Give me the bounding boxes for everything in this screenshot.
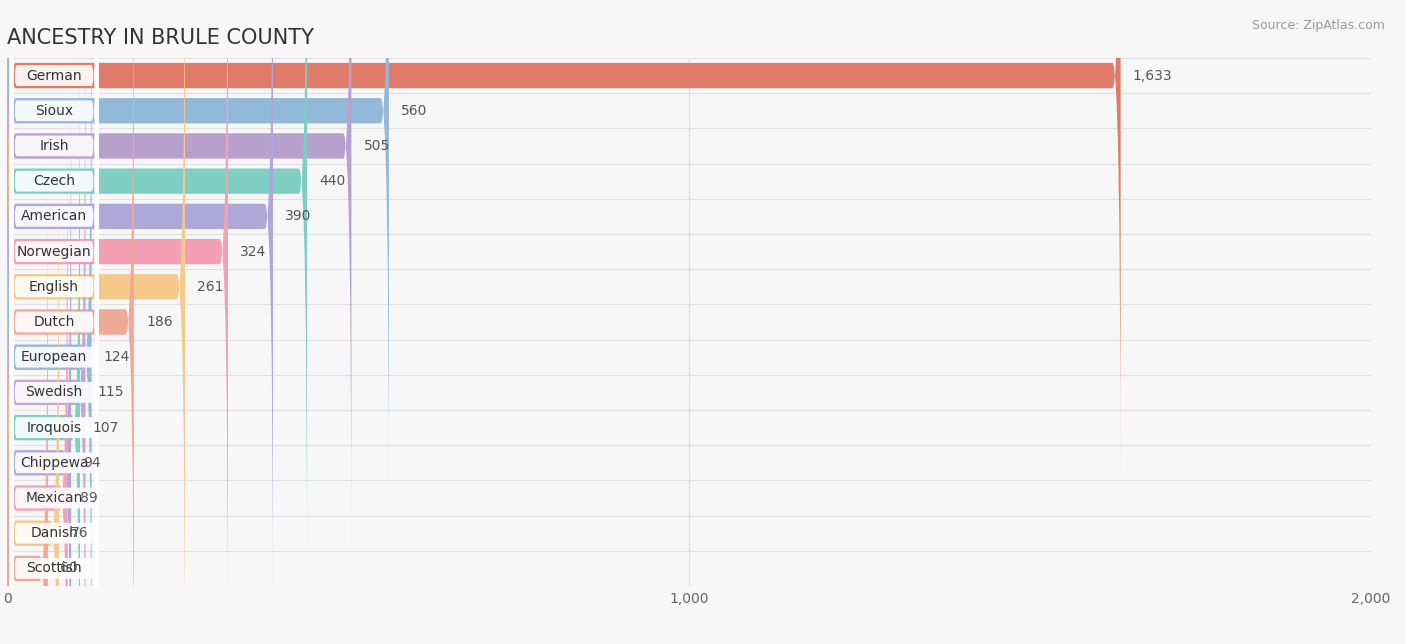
- Text: 390: 390: [285, 209, 312, 223]
- Text: Norwegian: Norwegian: [17, 245, 91, 259]
- FancyBboxPatch shape: [10, 121, 98, 644]
- FancyBboxPatch shape: [7, 0, 1121, 486]
- FancyBboxPatch shape: [10, 227, 98, 644]
- FancyBboxPatch shape: [10, 0, 98, 629]
- FancyBboxPatch shape: [7, 18, 80, 644]
- Text: English: English: [30, 279, 79, 294]
- Text: 76: 76: [72, 526, 89, 540]
- FancyBboxPatch shape: [10, 0, 98, 644]
- Text: American: American: [21, 209, 87, 223]
- Text: German: German: [27, 68, 82, 82]
- Text: 324: 324: [240, 245, 267, 259]
- Text: 115: 115: [98, 385, 124, 399]
- Text: Mexican: Mexican: [25, 491, 83, 505]
- FancyBboxPatch shape: [7, 0, 228, 644]
- Text: 560: 560: [401, 104, 427, 118]
- FancyBboxPatch shape: [7, 0, 389, 520]
- FancyBboxPatch shape: [10, 191, 98, 644]
- FancyBboxPatch shape: [10, 0, 98, 593]
- FancyBboxPatch shape: [10, 156, 98, 644]
- FancyBboxPatch shape: [10, 0, 98, 488]
- Text: 94: 94: [83, 456, 101, 470]
- Text: Iroquois: Iroquois: [27, 421, 82, 435]
- Text: Swedish: Swedish: [25, 385, 83, 399]
- FancyBboxPatch shape: [10, 0, 98, 523]
- FancyBboxPatch shape: [7, 0, 273, 626]
- FancyBboxPatch shape: [10, 51, 98, 644]
- FancyBboxPatch shape: [10, 15, 98, 644]
- Text: Sioux: Sioux: [35, 104, 73, 118]
- Text: 440: 440: [319, 174, 346, 188]
- Text: 124: 124: [104, 350, 131, 365]
- FancyBboxPatch shape: [7, 158, 48, 644]
- Text: Czech: Czech: [34, 174, 75, 188]
- FancyBboxPatch shape: [7, 53, 72, 644]
- FancyBboxPatch shape: [10, 86, 98, 644]
- Text: 89: 89: [80, 491, 98, 505]
- FancyBboxPatch shape: [7, 0, 134, 644]
- Text: European: European: [21, 350, 87, 365]
- FancyBboxPatch shape: [7, 124, 59, 644]
- FancyBboxPatch shape: [10, 0, 98, 417]
- Text: Scottish: Scottish: [27, 562, 82, 576]
- Text: 186: 186: [146, 315, 173, 329]
- Text: Irish: Irish: [39, 139, 69, 153]
- FancyBboxPatch shape: [7, 0, 86, 644]
- FancyBboxPatch shape: [10, 0, 98, 558]
- FancyBboxPatch shape: [7, 88, 67, 644]
- FancyBboxPatch shape: [7, 0, 91, 644]
- FancyBboxPatch shape: [7, 0, 186, 644]
- Text: ANCESTRY IN BRULE COUNTY: ANCESTRY IN BRULE COUNTY: [7, 28, 314, 48]
- Text: 60: 60: [60, 562, 77, 576]
- FancyBboxPatch shape: [7, 0, 307, 591]
- FancyBboxPatch shape: [10, 0, 98, 453]
- Text: Dutch: Dutch: [34, 315, 75, 329]
- Text: Source: ZipAtlas.com: Source: ZipAtlas.com: [1251, 19, 1385, 32]
- Text: 107: 107: [93, 421, 118, 435]
- Text: 1,633: 1,633: [1133, 68, 1173, 82]
- Text: 505: 505: [364, 139, 389, 153]
- FancyBboxPatch shape: [7, 0, 351, 556]
- Text: Danish: Danish: [30, 526, 77, 540]
- Text: 261: 261: [197, 279, 224, 294]
- Text: Chippewa: Chippewa: [20, 456, 89, 470]
